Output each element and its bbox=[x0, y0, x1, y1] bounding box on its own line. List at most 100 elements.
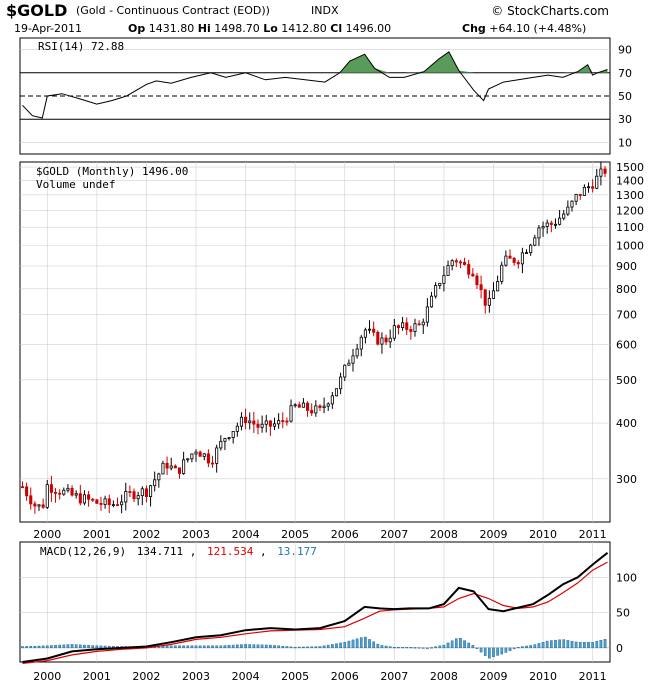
macd-legend-sep: , bbox=[190, 545, 197, 558]
candle-body bbox=[525, 252, 529, 255]
candle-body bbox=[508, 255, 512, 259]
macd-hist-bar bbox=[289, 646, 293, 649]
candle-body bbox=[351, 355, 355, 364]
candle-body bbox=[578, 194, 582, 196]
macd-hist-bar bbox=[174, 645, 177, 649]
chart-index: INDX bbox=[311, 4, 339, 17]
candle-body bbox=[99, 502, 103, 505]
candle-body bbox=[202, 453, 206, 457]
macd-y-ticks: 0 50 100 bbox=[616, 571, 637, 655]
macd-hist-bar bbox=[529, 645, 533, 649]
macd-hist-bar bbox=[541, 642, 545, 649]
macd-x-tick-label: 2000 bbox=[33, 670, 61, 683]
ohlc-readout: Op 1431.80 Hi 1498.70 Lo 1412.80 Cl 1496… bbox=[128, 22, 391, 35]
macd-hist-bar bbox=[339, 642, 342, 649]
candle-body bbox=[413, 323, 417, 332]
price-tick-label: 400 bbox=[616, 417, 637, 430]
candle-body bbox=[450, 260, 454, 267]
brand-label[interactable]: © StockCharts.com bbox=[491, 4, 609, 18]
price-tick-label: 500 bbox=[616, 374, 637, 387]
price-y-ticks: 300 400 500 600 700 800 900 1000 1100 1200 1300 140… bbox=[616, 161, 644, 486]
macd-hist-bar bbox=[293, 646, 297, 649]
macd-x-ticks: 2000 2001 2002 2003 2004 2005 2006 2007 2008 2009… bbox=[33, 670, 606, 683]
macd-hist-bar bbox=[516, 646, 520, 649]
candle-body bbox=[165, 462, 169, 469]
macd-hist-bar bbox=[504, 647, 508, 653]
price-tick-label: 1400 bbox=[616, 174, 644, 187]
candle-body bbox=[256, 423, 260, 428]
candle-body bbox=[475, 275, 479, 286]
macd-hist-bar bbox=[318, 646, 322, 649]
candle-body bbox=[429, 295, 434, 308]
candle-body bbox=[107, 498, 111, 506]
candle-body bbox=[417, 323, 421, 326]
macd-hist-bar bbox=[558, 639, 561, 649]
macd-hist-bar bbox=[587, 642, 590, 649]
candle-body bbox=[215, 447, 219, 464]
macd-legend-sep2: , bbox=[260, 545, 267, 558]
candle-body bbox=[25, 486, 29, 497]
macd-hist-bar bbox=[355, 638, 359, 649]
macd-tick-label: 50 bbox=[616, 607, 630, 620]
macd-hist-bar bbox=[421, 647, 425, 649]
price-tick-label: 300 bbox=[616, 473, 637, 486]
rsi-panel: 10 30 50 70 90 RSI(14) 72.88 bbox=[19, 37, 632, 155]
macd-hist-bar bbox=[322, 645, 326, 649]
candle-body bbox=[66, 487, 70, 491]
candle-body bbox=[120, 501, 124, 506]
candle-body bbox=[591, 186, 595, 189]
candle-body bbox=[115, 504, 120, 507]
candle-body bbox=[103, 498, 107, 505]
candle-body bbox=[29, 495, 33, 505]
macd-hist-bar bbox=[231, 644, 235, 649]
macd-hist-bar bbox=[335, 643, 338, 649]
macd-hist-bar bbox=[570, 640, 574, 649]
candle-body bbox=[182, 459, 186, 474]
candle-body bbox=[392, 325, 396, 339]
rsi-tick-label: 70 bbox=[618, 67, 632, 80]
candle-body bbox=[149, 485, 153, 497]
macd-hist-bar bbox=[533, 644, 537, 649]
candle-body bbox=[558, 217, 562, 225]
macd-hist-bar bbox=[512, 647, 516, 650]
candle-body bbox=[599, 168, 603, 177]
macd-hist-bar bbox=[574, 641, 578, 649]
candle-body bbox=[53, 491, 58, 494]
macd-hist-bar bbox=[450, 640, 454, 649]
macd-tick-label: 100 bbox=[616, 571, 637, 584]
macd-hist-bar bbox=[83, 644, 86, 649]
macd-hist-bar bbox=[310, 646, 314, 649]
macd-hist-bar bbox=[409, 647, 413, 649]
macd-hist-bar bbox=[66, 644, 70, 649]
candle-body bbox=[210, 462, 215, 465]
macd-hist-bar bbox=[215, 645, 219, 649]
candle-body bbox=[562, 213, 566, 219]
candle-body bbox=[87, 494, 91, 500]
macd-hist-bar bbox=[566, 640, 570, 649]
rsi-y-ticks: 10 30 50 70 90 bbox=[618, 44, 632, 150]
candle-body bbox=[401, 322, 405, 328]
macd-hist-bar bbox=[240, 644, 243, 649]
macd-hist-bar bbox=[70, 644, 74, 649]
macd-hist-bar bbox=[297, 646, 301, 649]
candle-body bbox=[20, 486, 25, 489]
macd-hist-bar bbox=[194, 645, 198, 649]
candle-body bbox=[58, 492, 62, 495]
candle-body bbox=[438, 282, 442, 286]
candle-body bbox=[128, 491, 132, 493]
macd-hist-bar bbox=[459, 638, 462, 649]
macd-hist-bar bbox=[207, 645, 210, 649]
candle-body bbox=[95, 499, 99, 504]
macd-hist-bar bbox=[91, 645, 95, 649]
candle-body bbox=[132, 491, 136, 500]
candle-body bbox=[376, 331, 380, 345]
macd-hist-bar bbox=[33, 645, 37, 649]
high-label: Hi bbox=[197, 22, 211, 35]
candle-body bbox=[157, 473, 161, 481]
macd-x-tick-label: 2009 bbox=[479, 670, 507, 683]
candle-body bbox=[384, 337, 388, 343]
macd-hist-bar bbox=[235, 644, 239, 649]
candle-body bbox=[533, 237, 537, 246]
price-x-tick-label: 2003 bbox=[182, 528, 210, 541]
macd-hist-bar bbox=[599, 640, 603, 649]
